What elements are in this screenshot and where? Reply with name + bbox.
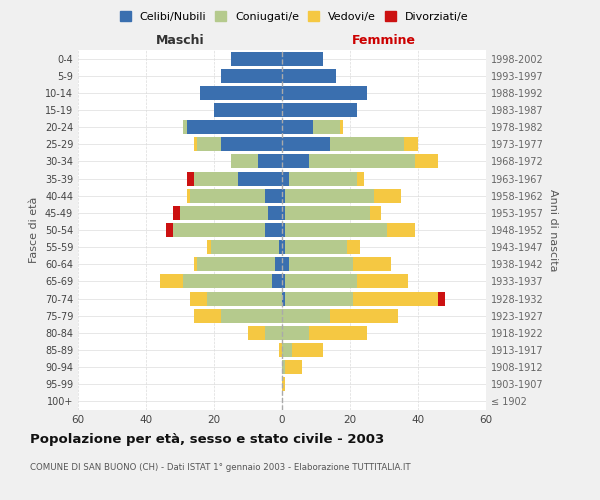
Bar	[268, 206, 282, 220]
Bar	[221, 68, 282, 82]
Bar	[357, 274, 408, 288]
Bar	[282, 292, 286, 306]
Bar	[282, 172, 289, 185]
Bar	[282, 103, 357, 117]
Y-axis label: Anni di nascita: Anni di nascita	[548, 188, 557, 271]
Bar	[207, 240, 211, 254]
Bar	[286, 240, 347, 254]
Bar	[173, 206, 180, 220]
Bar	[166, 223, 173, 237]
Bar	[282, 120, 313, 134]
Bar	[221, 308, 282, 322]
Bar	[200, 86, 282, 100]
Bar	[309, 154, 415, 168]
Bar	[286, 188, 374, 202]
Bar	[286, 206, 370, 220]
Bar	[173, 223, 265, 237]
Bar	[221, 138, 282, 151]
Bar	[282, 343, 292, 357]
Bar	[309, 326, 367, 340]
Bar	[370, 206, 380, 220]
Bar	[231, 154, 258, 168]
Bar	[439, 292, 445, 306]
Bar	[194, 172, 238, 185]
Bar	[282, 360, 286, 374]
Bar	[231, 52, 282, 66]
Bar	[197, 258, 275, 272]
Bar	[187, 120, 282, 134]
Text: Maschi: Maschi	[155, 34, 205, 46]
Bar	[265, 326, 282, 340]
Bar	[272, 274, 282, 288]
Bar	[282, 326, 309, 340]
Bar	[353, 292, 439, 306]
Bar	[187, 188, 190, 202]
Text: COMUNE DI SAN BUONO (CH) - Dati ISTAT 1° gennaio 2003 - Elaborazione TUTTITALIA.: COMUNE DI SAN BUONO (CH) - Dati ISTAT 1°…	[30, 462, 410, 471]
Bar	[404, 138, 418, 151]
Bar	[340, 120, 343, 134]
Bar	[353, 258, 391, 272]
Bar	[415, 154, 439, 168]
Bar	[286, 274, 357, 288]
Bar	[211, 240, 278, 254]
Bar	[282, 86, 367, 100]
Bar	[265, 188, 282, 202]
Bar	[190, 188, 265, 202]
Bar	[282, 308, 329, 322]
Bar	[258, 154, 282, 168]
Bar	[207, 292, 282, 306]
Bar	[282, 188, 286, 202]
Bar	[238, 172, 282, 185]
Bar	[248, 326, 265, 340]
Bar	[282, 138, 329, 151]
Bar	[194, 138, 197, 151]
Bar	[184, 274, 272, 288]
Bar	[282, 274, 286, 288]
Bar	[265, 223, 282, 237]
Bar	[282, 206, 286, 220]
Bar	[278, 343, 282, 357]
Y-axis label: Fasce di età: Fasce di età	[29, 197, 39, 263]
Bar	[282, 154, 309, 168]
Bar	[357, 172, 364, 185]
Bar	[282, 240, 286, 254]
Bar	[329, 138, 404, 151]
Bar	[289, 172, 357, 185]
Bar	[388, 223, 415, 237]
Bar	[197, 138, 221, 151]
Bar	[180, 206, 268, 220]
Bar	[282, 258, 289, 272]
Bar	[194, 308, 221, 322]
Bar	[190, 292, 207, 306]
Bar	[282, 52, 323, 66]
Bar	[347, 240, 360, 254]
Bar	[374, 188, 401, 202]
Bar	[292, 343, 323, 357]
Bar	[282, 223, 286, 237]
Bar	[214, 103, 282, 117]
Bar	[286, 292, 353, 306]
Bar	[187, 172, 194, 185]
Bar	[329, 308, 398, 322]
Bar	[289, 258, 353, 272]
Text: Femmine: Femmine	[352, 34, 416, 46]
Bar	[278, 240, 282, 254]
Text: Popolazione per età, sesso e stato civile - 2003: Popolazione per età, sesso e stato civil…	[30, 432, 384, 446]
Bar	[282, 378, 286, 392]
Bar	[282, 68, 337, 82]
Bar	[275, 258, 282, 272]
Bar	[194, 258, 197, 272]
Bar	[184, 120, 187, 134]
Bar	[286, 223, 388, 237]
Bar	[286, 360, 302, 374]
Legend: Celibi/Nubili, Coniugati/e, Vedovi/e, Divorziati/e: Celibi/Nubili, Coniugati/e, Vedovi/e, Di…	[116, 8, 472, 25]
Bar	[313, 120, 340, 134]
Bar	[160, 274, 184, 288]
